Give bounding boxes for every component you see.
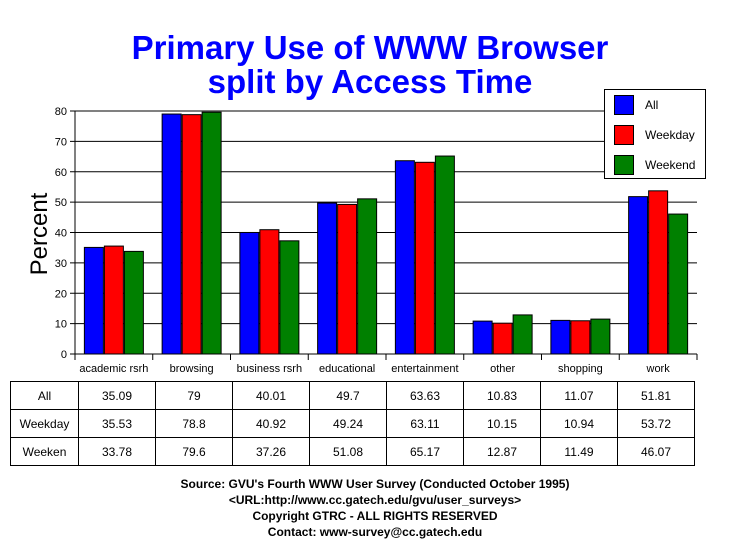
bar-all-entertainment — [394, 160, 415, 355]
y-tick-label: 30 — [55, 258, 67, 270]
bars — [83, 111, 689, 355]
bar-weekday-educational — [337, 203, 358, 355]
bar-weekend-shopping — [590, 318, 611, 355]
bar-all-work — [628, 196, 649, 355]
table-cell: 37.26 — [232, 437, 310, 466]
chart-title: Primary Use of WWW Browser — [131, 29, 609, 66]
bar-weekday-work — [648, 190, 669, 355]
bar-weekend-entertainment — [434, 155, 455, 355]
x-tick-label: work — [646, 363, 671, 375]
y-tick-label: 20 — [55, 288, 67, 300]
table-cell: 11.07 — [540, 381, 618, 410]
y-axis-label: Percent — [26, 192, 53, 275]
footer-source: Source: GVU's Fourth WWW User Survey (Co… — [180, 477, 570, 491]
bar-all-academic-rsrh — [83, 246, 104, 355]
footer-copyright: Copyright GTRC - ALL RIGHTS RESERVED — [252, 509, 498, 523]
table-cell: 79.6 — [155, 437, 233, 466]
chart-subtitle: split by Access Time — [207, 63, 533, 100]
table-cell: 35.53 — [78, 409, 156, 438]
table-row-label: All — [10, 381, 79, 410]
footer-contact: Contact: www-survey@cc.gatech.edu — [267, 525, 483, 539]
table-cell: 10.83 — [463, 381, 541, 410]
bar-weekend-browsing — [201, 111, 222, 355]
bar-all-browsing — [161, 113, 182, 355]
bar-all-educational — [317, 202, 338, 355]
legend-label: Weekend — [645, 158, 696, 172]
table-row: Weeken 33.78 79.6 37.26 51.08 65.17 12.87 11.49… — [10, 437, 695, 466]
table-cell: 78.8 — [155, 409, 233, 438]
data-table: All 35.09 79 40.01 49.7 63.63 10.83 11.07 51.81 W… — [10, 381, 695, 466]
table-cell: 49.7 — [309, 381, 387, 410]
legend-swatch — [614, 155, 634, 175]
x-tick-label: browsing — [170, 363, 214, 375]
table-cell: 53.72 — [617, 409, 695, 438]
bar-weekday-other — [492, 322, 513, 355]
table-cell: 33.78 — [78, 437, 156, 466]
x-tick-label: other — [490, 363, 515, 375]
y-tick-label: 70 — [55, 136, 67, 148]
bar-weekend-other — [512, 314, 533, 355]
table-row: Weekday 35.53 78.8 40.92 49.24 63.11 10.15 10.9… — [10, 409, 695, 438]
table-cell: 49.24 — [309, 409, 387, 438]
legend-label: All — [645, 98, 659, 112]
bar-weekend-academic-rsrh — [123, 250, 144, 355]
table-cell: 40.01 — [232, 381, 310, 410]
table-cell: 10.94 — [540, 409, 618, 438]
y-tick-label: 60 — [55, 167, 67, 179]
bar-weekend-business-rsrh — [279, 240, 300, 355]
legend-swatch — [614, 125, 634, 145]
bar-all-business-rsrh — [239, 231, 260, 355]
x-tick-label: educational — [319, 363, 375, 375]
table-cell: 40.92 — [232, 409, 310, 438]
table-cell: 12.87 — [463, 437, 541, 466]
bar-all-shopping — [550, 319, 571, 355]
y-tick-label: 0 — [61, 349, 67, 361]
legend-label: Weekday — [645, 128, 695, 142]
x-tick-label: business rsrh — [237, 363, 302, 375]
y-tick-label: 80 — [55, 106, 67, 118]
x-tick-label: shopping — [558, 363, 603, 375]
table-cell: 79 — [155, 381, 233, 410]
y-tick-label: 40 — [55, 228, 67, 240]
table-cell: 10.15 — [463, 409, 541, 438]
table-cell: 11.49 — [540, 437, 618, 466]
table-cell: 35.09 — [78, 381, 156, 410]
y-tick-label: 50 — [55, 197, 67, 209]
table-cell: 63.63 — [386, 381, 464, 410]
axes: 0 10 20 30 40 50 60 70 80 academic rsrh browsing bu… — [55, 106, 698, 375]
legend: All Weekday Weekend — [604, 89, 706, 179]
table-row-label: Weekday — [10, 409, 79, 438]
x-tick-label: academic rsrh — [79, 363, 148, 375]
bar-weekend-work — [668, 213, 689, 355]
bar-chart: 0 10 20 30 40 50 60 70 80 academic rsrh browsing bu… — [26, 106, 698, 375]
table-cell: 63.11 — [386, 409, 464, 438]
bar-weekday-business-rsrh — [259, 229, 280, 355]
bar-weekday-shopping — [570, 320, 591, 355]
table-cell: 51.08 — [309, 437, 387, 466]
bar-weekday-browsing — [181, 114, 202, 355]
bar-weekday-academic-rsrh — [103, 245, 124, 355]
bar-weekday-entertainment — [414, 161, 435, 355]
y-tick-label: 10 — [55, 319, 67, 331]
table-cell: 46.07 — [617, 437, 695, 466]
legend-swatch — [614, 95, 634, 115]
bar-all-other — [472, 320, 493, 355]
footer-url: <URL:http://www.cc.gatech.edu/gvu/user_s… — [228, 493, 522, 507]
bar-weekend-educational — [357, 198, 378, 355]
table-cell: 65.17 — [386, 437, 464, 466]
x-tick-label: entertainment — [391, 363, 458, 375]
table-row-label: Weeken — [10, 437, 79, 466]
table-cell: 51.81 — [617, 381, 695, 410]
table-row: All 35.09 79 40.01 49.7 63.63 10.83 11.07 51.81 — [10, 381, 695, 410]
